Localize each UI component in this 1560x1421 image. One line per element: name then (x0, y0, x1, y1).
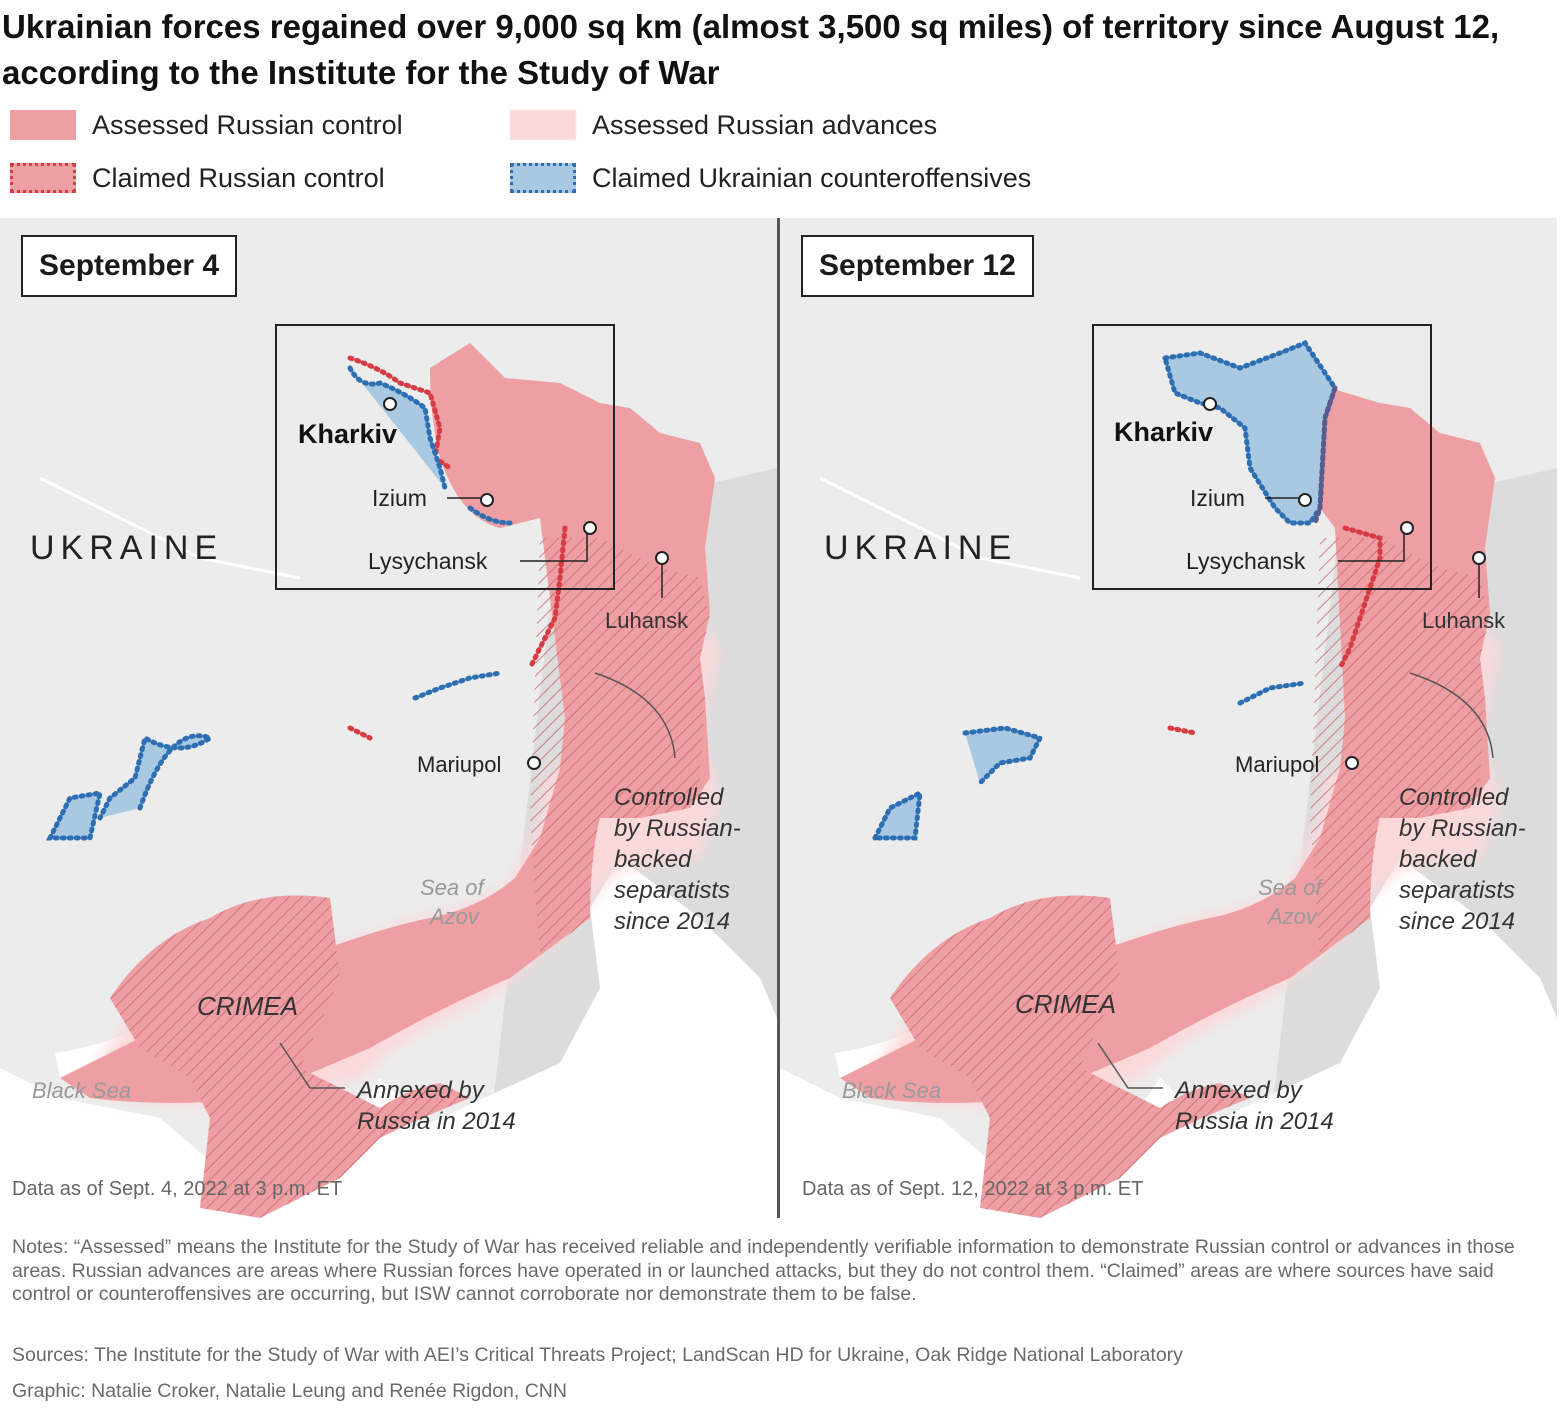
annexed-leader (279, 1042, 345, 1089)
country-label: UKRAINE (30, 529, 223, 567)
front-line-east (1312, 385, 1338, 526)
izium-marker (480, 493, 494, 507)
kharkiv-label: Kharkiv (298, 419, 397, 449)
map-panels: Kharkiv Izium Lysychansk Luhansk Mariupo… (0, 218, 1560, 1218)
date-label: September 4 (21, 235, 238, 297)
mariupol-marker (1345, 756, 1359, 770)
mariupol-label: Mariupol (1235, 752, 1319, 777)
luhansk-marker (655, 551, 669, 565)
separatists-label-1: Controlled (614, 784, 724, 811)
luhansk-label: Luhansk (1422, 608, 1506, 633)
country-label: UKRAINE (824, 529, 1017, 567)
ukrainian-counteroffensive-south (1237, 680, 1308, 706)
legend-label: Assessed Russian control (92, 109, 403, 140)
legend: Assessed Russian control Assessed Russia… (10, 108, 1210, 204)
ukrainian-counteroffensive-izium (467, 505, 513, 526)
black-sea-label: Black Sea (32, 1078, 131, 1103)
lysychansk-label: Lysychansk (1186, 548, 1306, 574)
ukrainian-counteroffensive-kherson (97, 733, 216, 821)
sources: Sources: The Institute for the Study of … (12, 1344, 1183, 1366)
izium-label: Izium (372, 485, 427, 511)
legend-label: Claimed Russian control (92, 162, 385, 193)
ukrainian-counteroffensive-kherson (962, 725, 1044, 786)
chart-title: Ukrainian forces regained over 9,000 sq … (2, 8, 1500, 91)
inset-box (275, 324, 615, 590)
lysychansk-marker (583, 521, 597, 535)
data-as-of: Data as of Sept. 4, 2022 at 3 p.m. ET (12, 1178, 343, 1200)
separatist-area-hatch (530, 538, 710, 958)
annexed-label-2: Russia in 2014 (1175, 1108, 1334, 1135)
separatists-label-3: backed (1399, 846, 1477, 873)
notes: Notes: “Assessed” means the Institute fo… (12, 1236, 1515, 1305)
ukrainian-counteroffensive-kharkiv (347, 365, 448, 491)
legend-item-claimed-control: Claimed Russian control (10, 161, 385, 195)
legend-item-assessed-advances: Assessed Russian advances (510, 108, 937, 142)
crimea-label: CRIMEA (197, 991, 298, 1021)
separatists-label-4: separatists (1399, 877, 1515, 904)
separatists-label-2: by Russian- (614, 815, 741, 842)
separatist-area-hatch (1310, 538, 1490, 958)
lysychansk-leader (520, 534, 588, 562)
annexed-leader (1097, 1042, 1163, 1089)
legend-label: Claimed Ukrainian counteroffensives (592, 162, 1032, 193)
map-panel-september-12: Kharkiv Izium Lysychansk Luhansk Mariupo… (780, 218, 1557, 1218)
legend-swatch-assessed-control (10, 110, 76, 140)
kharkiv-marker (383, 397, 397, 411)
map-svg: Kharkiv Izium Lysychansk Luhansk Mariupo… (0, 218, 777, 1218)
legend-item-claimed-ukrainian: Claimed Ukrainian counteroffensives (510, 161, 1031, 195)
separatists-label-3: backed (614, 846, 692, 873)
legend-label: Assessed Russian advances (592, 109, 938, 140)
legend-swatch-assessed-advances (510, 110, 576, 140)
legend-swatch-claimed-control (10, 163, 76, 193)
ukrainian-counteroffensive-west (870, 788, 923, 841)
legend-item-assessed-control: Assessed Russian control (10, 108, 403, 142)
crimea-label: CRIMEA (1015, 989, 1116, 1019)
claimed-russian-south (347, 725, 373, 741)
sea-area (0, 858, 777, 1218)
sea-of-azov-label-2: Azov (1266, 904, 1319, 929)
map-panel-september-4: Kharkiv Izium Lysychansk Luhansk Mariupo… (0, 218, 777, 1218)
kharkiv-marker (1203, 397, 1217, 411)
kharkiv-label: Kharkiv (1114, 417, 1213, 447)
claimed-russian-line (347, 355, 453, 471)
annexed-label-2: Russia in 2014 (357, 1108, 516, 1135)
panel-divider (777, 218, 780, 1218)
inset-box (1092, 324, 1432, 590)
black-sea-label: Black Sea (842, 1078, 941, 1103)
ukrainian-counteroffensive-west (45, 789, 104, 841)
river (39, 476, 301, 580)
separatists-label-2: by Russian- (1399, 815, 1526, 842)
lysychansk-label: Lysychansk (368, 548, 488, 574)
annexed-label-1: Annexed by (355, 1077, 486, 1104)
izium-marker (1298, 493, 1312, 507)
sea-of-azov-label-1: Sea of (1258, 875, 1324, 900)
mariupol-label: Mariupol (417, 752, 501, 777)
ukrainian-counteroffensive-south (412, 670, 503, 701)
sea-of-azov-label-1: Sea of (420, 875, 486, 900)
map-svg: Kharkiv Izium Lysychansk Luhansk Mariupo… (780, 218, 1557, 1218)
separatists-leader (1409, 672, 1494, 759)
lysychansk-marker (1400, 521, 1414, 535)
sea-area (780, 858, 1557, 1218)
mariupol-marker (527, 756, 541, 770)
claimed-russian-south (1167, 725, 1198, 736)
data-as-of: Data as of Sept. 12, 2022 at 3 p.m. ET (802, 1178, 1144, 1200)
date-label: September 12 (801, 235, 1034, 297)
luhansk-label: Luhansk (605, 608, 689, 633)
crimea-hatch (890, 895, 1250, 1218)
luhansk-marker (1472, 551, 1486, 565)
sea-of-azov-label-2: Azov (428, 904, 481, 929)
izium-label: Izium (1190, 485, 1245, 511)
separatists-label-5: since 2014 (1399, 908, 1515, 935)
separatists-leader (594, 672, 676, 759)
separatists-label-1: Controlled (1399, 784, 1509, 811)
legend-swatch-claimed-ukrainian (510, 163, 576, 193)
lysychansk-leader (1338, 534, 1405, 562)
river (819, 476, 1081, 580)
separatists-label-4: separatists (614, 877, 730, 904)
annexed-label-1: Annexed by (1173, 1077, 1304, 1104)
separatists-label-5: since 2014 (614, 908, 730, 935)
graphic-credit: Graphic: Natalie Croker, Natalie Leung a… (12, 1380, 567, 1402)
